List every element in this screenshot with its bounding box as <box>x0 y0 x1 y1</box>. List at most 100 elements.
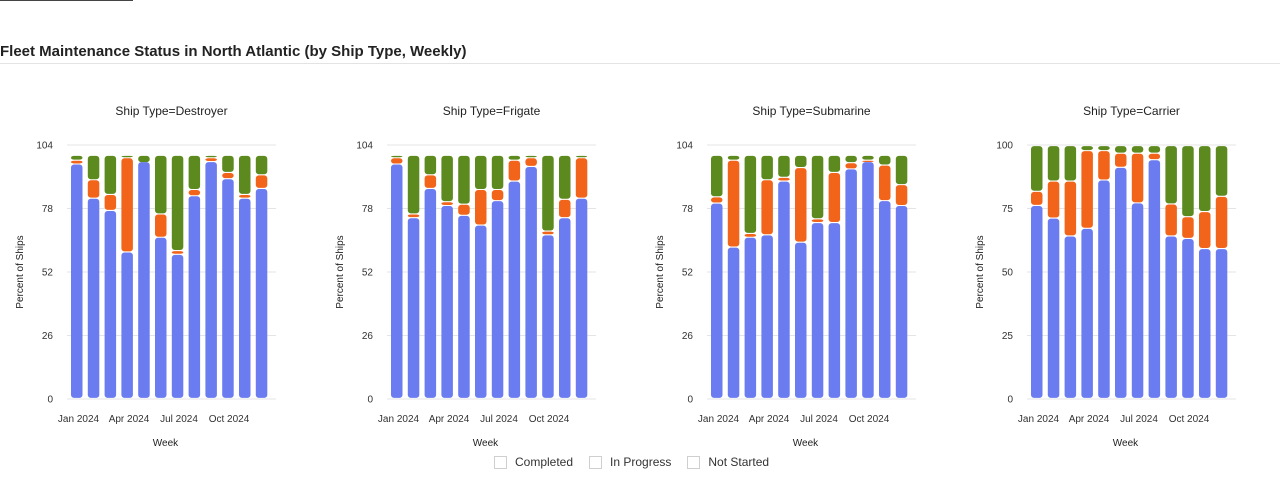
bar-segment-in-progress[interactable] <box>895 185 908 205</box>
bar-segment-not-started[interactable] <box>811 155 824 219</box>
bar-segment-completed[interactable] <box>559 218 571 398</box>
bar-segment-completed[interactable] <box>1047 218 1060 398</box>
bar-segment-not-started[interactable] <box>845 155 857 163</box>
bar-segment-in-progress[interactable] <box>1199 212 1211 249</box>
bar-segment-completed[interactable] <box>744 237 757 398</box>
bar-segment-completed[interactable] <box>121 252 133 398</box>
bar-segment-completed[interactable] <box>711 203 723 398</box>
bar-segment-not-started[interactable] <box>104 155 117 194</box>
bar-segment-not-started[interactable] <box>795 155 807 167</box>
bar-segment-in-progress[interactable] <box>1215 196 1228 249</box>
bar-segment-not-started[interactable] <box>155 155 167 214</box>
bar-segment-in-progress[interactable] <box>727 160 740 247</box>
bar-segment-in-progress[interactable] <box>1148 153 1161 160</box>
bar-segment-completed[interactable] <box>1199 249 1211 398</box>
bar-segment-completed[interactable] <box>155 237 167 398</box>
bar-segment-in-progress[interactable] <box>475 190 487 225</box>
bar-segment-not-started[interactable] <box>1031 146 1043 191</box>
bar-segment-completed[interactable] <box>1115 167 1127 398</box>
bar-segment-completed[interactable] <box>1081 228 1093 398</box>
bar-segment-completed[interactable] <box>205 162 217 398</box>
legend-item-in-progress[interactable]: In Progress <box>589 455 671 469</box>
bar-segment-in-progress[interactable] <box>222 172 234 179</box>
bar-segment-not-started[interactable] <box>744 155 757 233</box>
bar-segment-in-progress[interactable] <box>525 158 537 166</box>
bar-segment-not-started[interactable] <box>71 155 83 160</box>
bar-segment-in-progress[interactable] <box>575 158 588 198</box>
bar-segment-completed[interactable] <box>475 225 487 398</box>
bar-segment-completed[interactable] <box>1031 205 1043 398</box>
bar-segment-in-progress[interactable] <box>761 180 773 235</box>
bar-segment-in-progress[interactable] <box>71 160 83 164</box>
bar-segment-not-started[interactable] <box>862 155 874 160</box>
bar-segment-in-progress[interactable] <box>121 158 133 252</box>
bar-segment-completed[interactable] <box>862 162 874 398</box>
bar-segment-not-started[interactable] <box>559 155 571 199</box>
bar-segment-in-progress[interactable] <box>155 214 167 237</box>
bar-segment-completed[interactable] <box>188 196 201 398</box>
bar-segment-in-progress[interactable] <box>1165 204 1177 236</box>
bar-segment-not-started[interactable] <box>575 155 588 158</box>
bar-segment-not-started[interactable] <box>491 155 504 189</box>
bar-segment-completed[interactable] <box>895 206 908 398</box>
bar-segment-not-started[interactable] <box>255 155 268 175</box>
bar-segment-completed[interactable] <box>441 206 453 398</box>
bar-segment-completed[interactable] <box>239 198 251 398</box>
bar-segment-in-progress[interactable] <box>879 165 891 201</box>
bar-segment-not-started[interactable] <box>727 155 740 160</box>
bar-segment-not-started[interactable] <box>1182 146 1194 217</box>
bar-segment-in-progress[interactable] <box>1131 153 1144 203</box>
legend-item-not-started[interactable]: Not Started <box>687 455 769 469</box>
bar-segment-completed[interactable] <box>508 181 521 398</box>
bar-segment-in-progress[interactable] <box>811 219 824 223</box>
bar-segment-not-started[interactable] <box>1199 146 1211 212</box>
bar-segment-in-progress[interactable] <box>862 160 874 162</box>
bar-segment-in-progress[interactable] <box>778 177 790 181</box>
bar-segment-not-started[interactable] <box>711 155 723 197</box>
bar-segment-completed[interactable] <box>391 164 403 398</box>
bar-segment-completed[interactable] <box>171 254 184 398</box>
bar-segment-not-started[interactable] <box>138 155 150 163</box>
bar-segment-not-started[interactable] <box>1148 146 1161 153</box>
bar-segment-in-progress[interactable] <box>1115 153 1127 167</box>
bar-segment-not-started[interactable] <box>222 155 234 172</box>
bar-segment-not-started[interactable] <box>1081 146 1093 151</box>
bar-segment-in-progress[interactable] <box>1031 191 1043 205</box>
bar-segment-completed[interactable] <box>795 242 807 398</box>
bar-segment-not-started[interactable] <box>778 155 790 177</box>
bar-segment-not-started[interactable] <box>205 155 217 158</box>
bar-segment-not-started[interactable] <box>424 155 437 175</box>
bar-segment-not-started[interactable] <box>407 155 420 214</box>
bar-segment-in-progress[interactable] <box>205 158 217 161</box>
bar-segment-in-progress[interactable] <box>491 190 504 201</box>
bar-segment-not-started[interactable] <box>1047 146 1060 181</box>
bar-segment-completed[interactable] <box>222 179 234 398</box>
bar-segment-completed[interactable] <box>1165 236 1177 398</box>
bar-segment-in-progress[interactable] <box>239 194 251 198</box>
bar-segment-completed[interactable] <box>1148 160 1161 398</box>
bar-segment-in-progress[interactable] <box>391 158 403 164</box>
bar-segment-in-progress[interactable] <box>458 204 470 215</box>
bar-segment-in-progress[interactable] <box>1098 151 1110 180</box>
bar-segment-completed[interactable] <box>255 188 268 398</box>
bar-segment-in-progress[interactable] <box>1081 151 1093 228</box>
bar-segment-completed[interactable] <box>71 164 83 398</box>
bar-segment-in-progress[interactable] <box>711 197 723 203</box>
bar-segment-in-progress[interactable] <box>171 251 184 254</box>
bar-segment-not-started[interactable] <box>458 155 470 204</box>
bar-segment-completed[interactable] <box>1064 236 1077 398</box>
legend-item-completed[interactable]: Completed <box>494 455 573 469</box>
bar-segment-completed[interactable] <box>525 166 537 398</box>
bar-segment-in-progress[interactable] <box>1182 217 1194 238</box>
bar-segment-not-started[interactable] <box>239 155 251 194</box>
bar-segment-in-progress[interactable] <box>795 168 807 242</box>
bar-segment-completed[interactable] <box>458 215 470 398</box>
bar-segment-completed[interactable] <box>879 201 891 398</box>
bar-segment-not-started[interactable] <box>87 155 100 180</box>
bar-segment-completed[interactable] <box>778 181 790 398</box>
bar-segment-in-progress[interactable] <box>1047 181 1060 218</box>
bar-segment-completed[interactable] <box>87 198 100 398</box>
bar-segment-in-progress[interactable] <box>559 199 571 218</box>
bar-segment-not-started[interactable] <box>879 155 891 165</box>
bar-segment-not-started[interactable] <box>895 155 908 185</box>
